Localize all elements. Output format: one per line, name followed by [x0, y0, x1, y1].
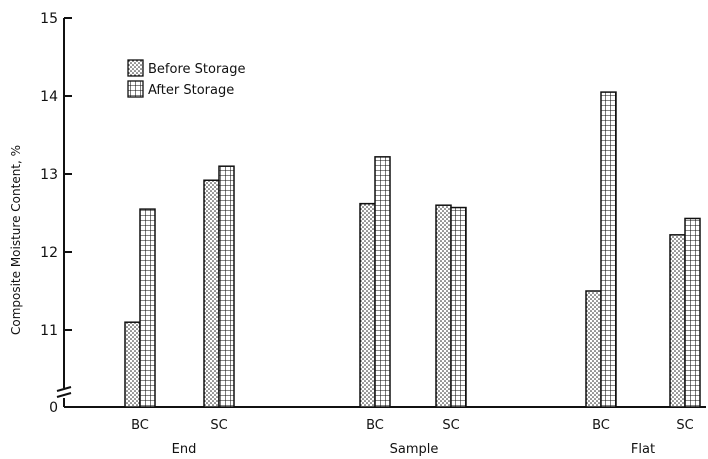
bar-flat-sc-before	[669, 234, 686, 408]
bar-sample-sc-before	[435, 204, 452, 408]
legend-label-after: After Storage	[148, 83, 234, 98]
category-label: BC	[131, 418, 149, 433]
bar-sample-bc-after	[374, 156, 391, 408]
bar-sample-sc-after	[450, 206, 467, 408]
bar-end-bc-after	[139, 208, 156, 408]
bar-flat-bc-after	[600, 91, 617, 408]
bar-end-bc-before	[124, 321, 141, 408]
y-tick-label: 12	[40, 245, 58, 261]
y-tick-label: 11	[40, 323, 58, 339]
category-label: SC	[442, 418, 459, 433]
y-tick-label: 13	[40, 167, 58, 183]
bars	[124, 91, 701, 408]
category-label: BC	[366, 418, 384, 433]
bar-sample-bc-before	[359, 202, 376, 408]
bar-flat-bc-before	[585, 290, 602, 408]
y-tick-label: 14	[40, 89, 58, 105]
category-labels: BC SC BC SC BC SC	[131, 418, 694, 433]
legend-label-before: Before Storage	[148, 62, 246, 77]
y-tick-label: 15	[40, 11, 58, 27]
axis-break-lower	[56, 392, 72, 398]
y-ticks: 0 11 12 13 14 15	[40, 11, 72, 416]
y-axis-label: Composite Moisture Content, %	[9, 145, 23, 335]
bar-end-sc-after	[218, 165, 235, 408]
category-label: SC	[210, 418, 227, 433]
y-tick-label: 0	[49, 400, 58, 416]
legend-swatch-after	[127, 80, 144, 98]
group-label: Flat	[631, 442, 655, 457]
category-label: BC	[592, 418, 610, 433]
group-label: End	[172, 442, 197, 457]
bar-end-sc-before	[203, 179, 220, 408]
bar-flat-sc-after	[684, 217, 701, 408]
legend-swatch-before	[127, 59, 144, 77]
category-label: SC	[676, 418, 693, 433]
legend: Before Storage After Storage	[127, 59, 246, 98]
group-label: Sample	[390, 442, 439, 457]
group-labels: End Sample Flat	[172, 442, 655, 457]
axis-break-upper	[56, 386, 72, 392]
